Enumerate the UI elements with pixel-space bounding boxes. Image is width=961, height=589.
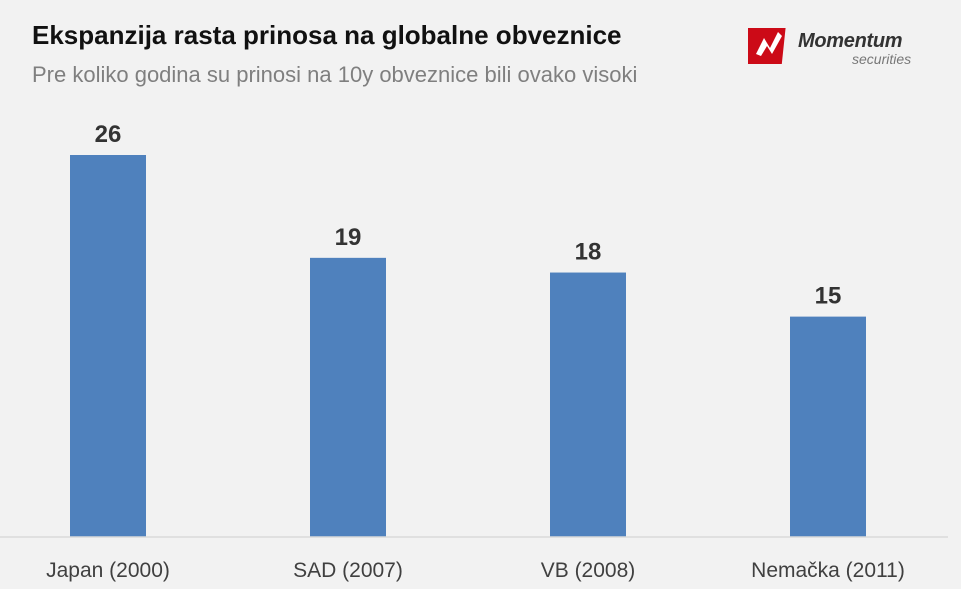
data-label-1: 19 xyxy=(335,224,362,251)
bar-2 xyxy=(550,272,626,537)
chart-subtitle: Pre koliko godina su prinosi na 10y obve… xyxy=(32,62,638,87)
bar-1 xyxy=(310,257,386,537)
x-tick-label-3: Nemačka (2011) xyxy=(751,559,905,582)
chart-title: Ekspanzija rasta prinosa na globalne obv… xyxy=(32,20,622,50)
logo-name: Momentum xyxy=(798,30,903,52)
bars-layer: 26 Japan (2000) 19 SAD (2007) 18 VB (2008) 15 N… xyxy=(46,121,905,582)
bar-3 xyxy=(790,316,866,537)
logo-subtitle: securities xyxy=(852,51,912,67)
momentum-logo-icon xyxy=(748,28,786,64)
x-tick-label-2: VB (2008) xyxy=(541,559,636,582)
brand-logo: Momentum securities xyxy=(748,24,944,70)
data-label-2: 18 xyxy=(575,239,602,266)
x-tick-label-1: SAD (2007) xyxy=(293,559,403,582)
data-label-3: 15 xyxy=(815,283,842,310)
x-tick-label-0: Japan (2000) xyxy=(46,559,170,582)
bar-0 xyxy=(70,155,146,537)
data-label-0: 26 xyxy=(95,121,122,148)
